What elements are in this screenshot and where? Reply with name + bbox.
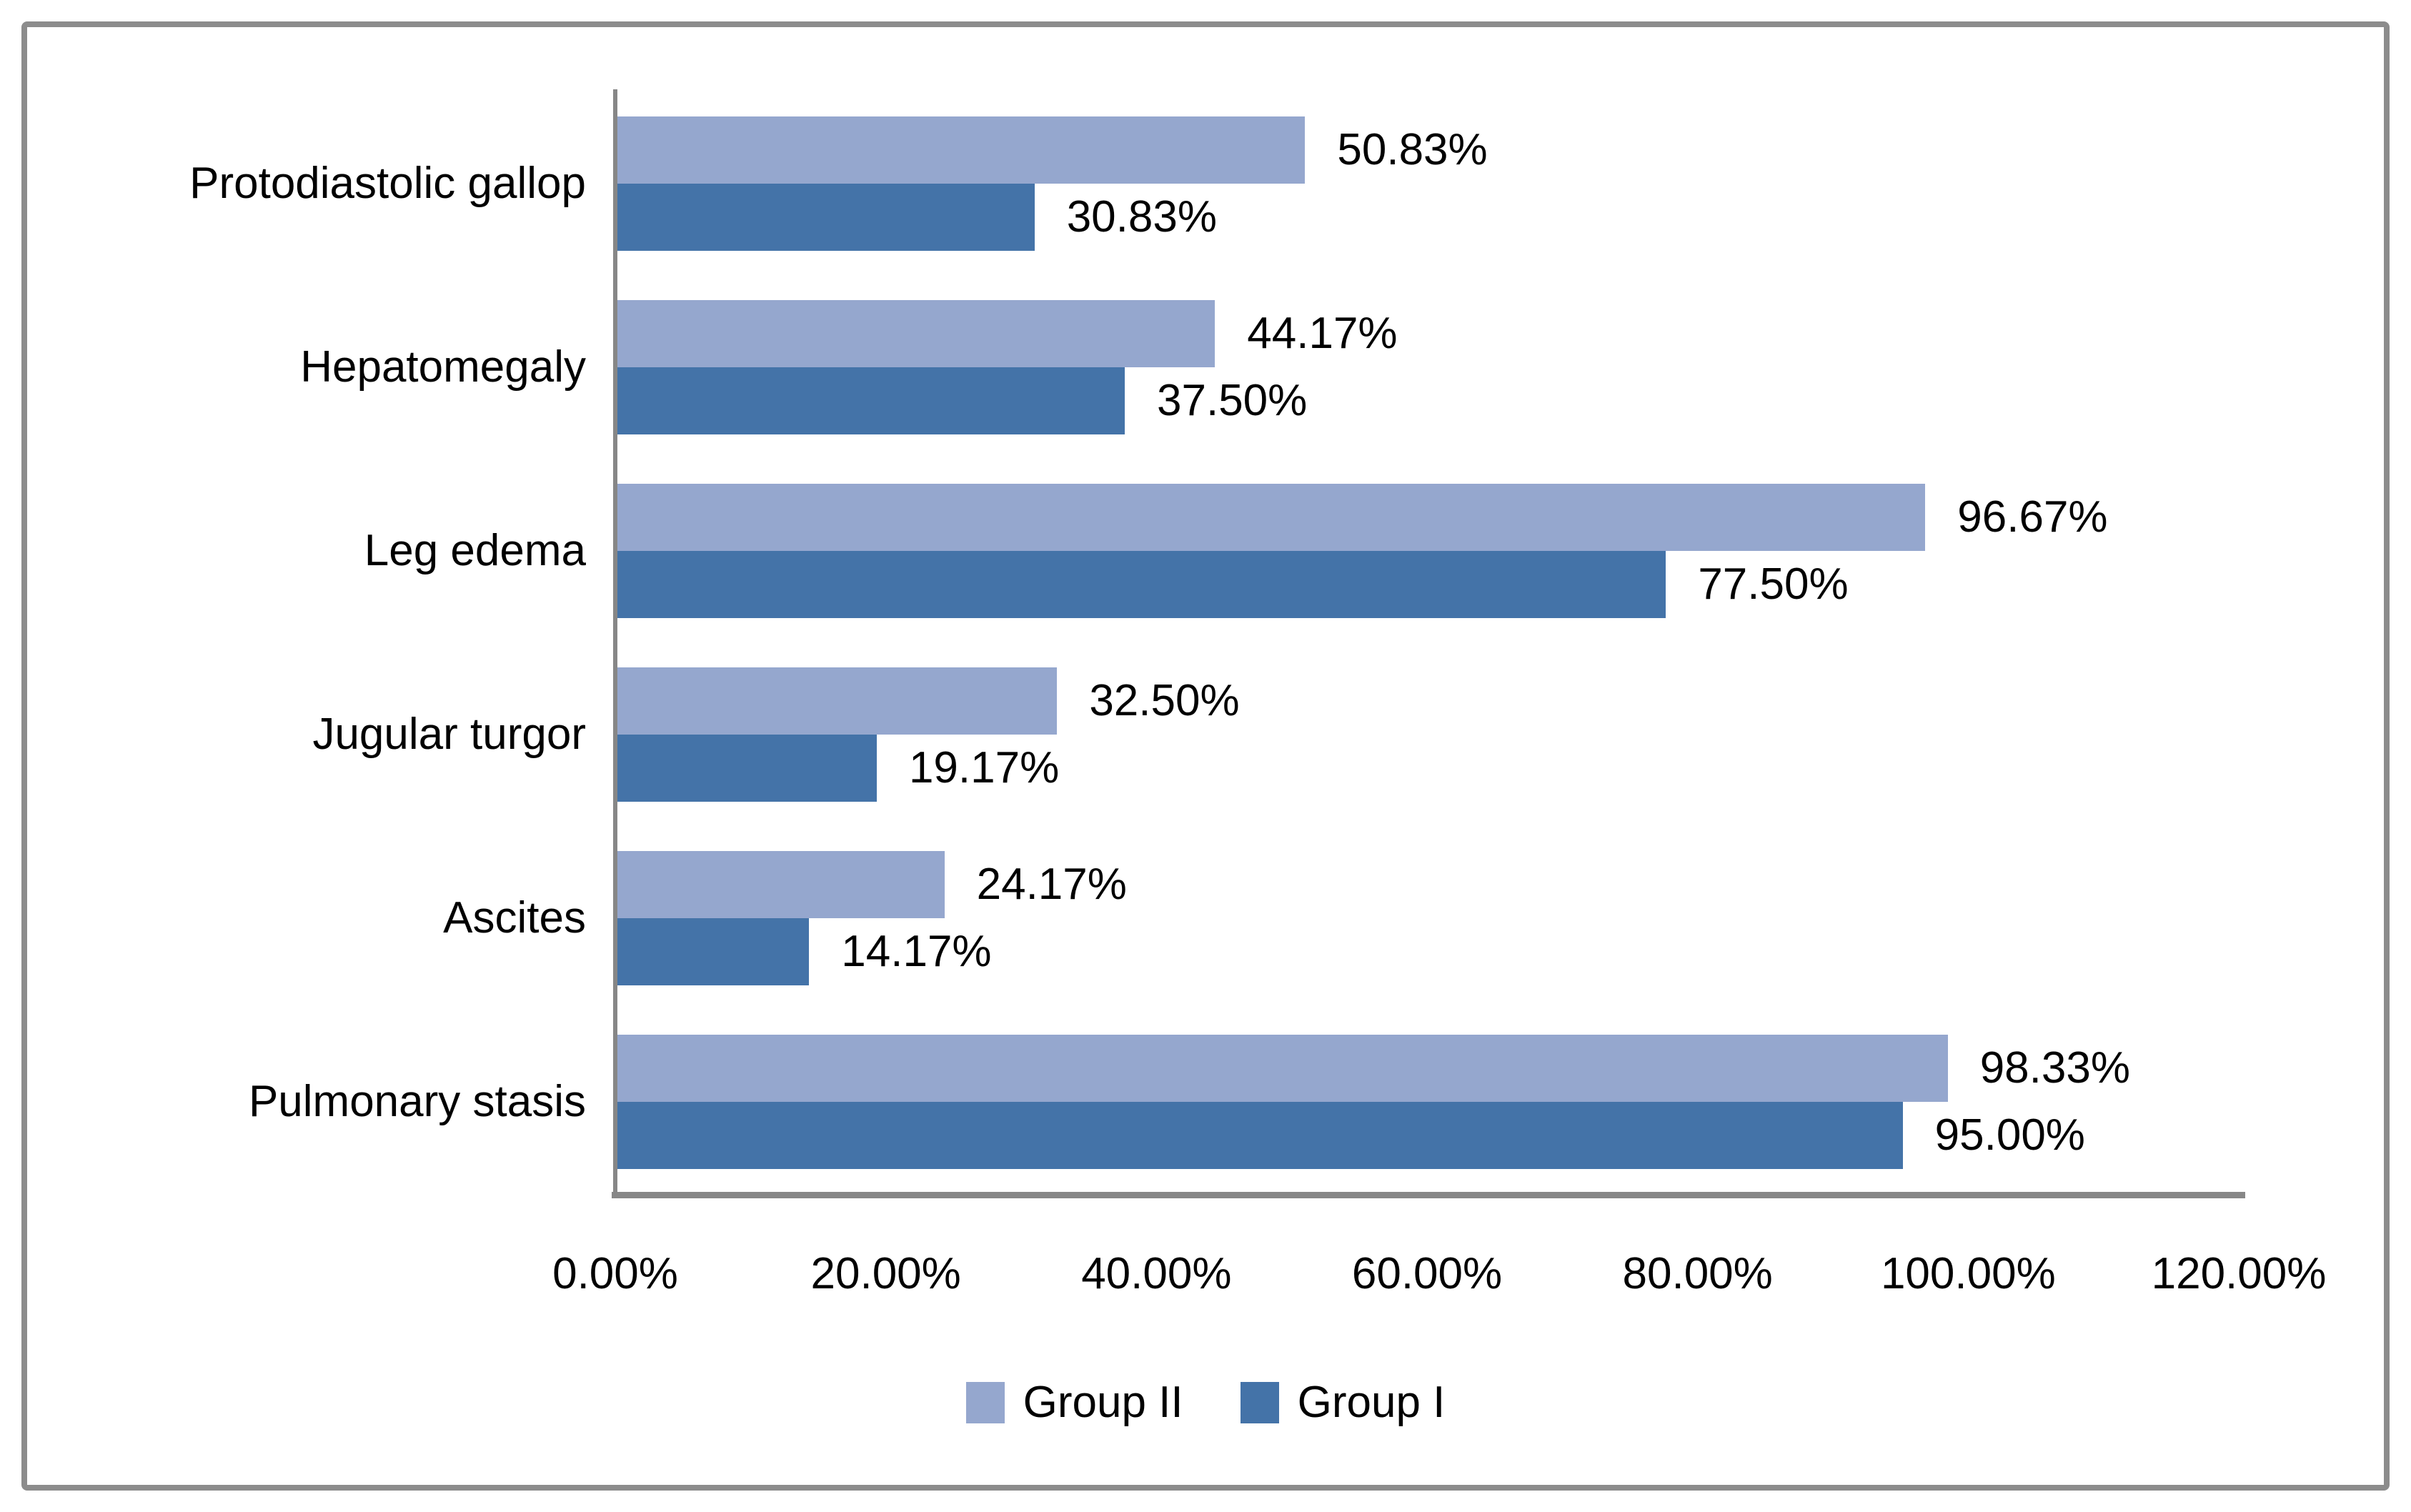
x-axis-tick-label: 120.00% (2151, 1249, 2327, 1298)
x-axis-tick-label: 40.00% (1081, 1249, 1232, 1298)
category-label: Pulmonary stasis (248, 1077, 586, 1127)
category-label: Ascites (443, 893, 586, 943)
legend-swatch-group-ii (965, 1382, 1005, 1423)
bar-group-ii (617, 483, 1926, 551)
data-label: 37.50% (1157, 375, 1308, 425)
bar-group-ii (617, 667, 1058, 735)
data-label: 14.17% (841, 927, 992, 977)
legend-item-group-ii: Group II (965, 1378, 1183, 1427)
chart-outer-frame (21, 21, 2390, 1491)
data-label: 30.83% (1066, 192, 1217, 242)
category-label: Hepatomegaly (300, 342, 586, 392)
data-label: 96.67% (1957, 492, 2108, 542)
bar-group-ii (617, 116, 1306, 184)
category-label: Leg edema (364, 525, 586, 575)
category-label: Protodiastolic gallop (189, 158, 586, 208)
bar-group-i (617, 550, 1666, 618)
data-label: 32.50% (1089, 676, 1240, 726)
bar-group-i (617, 367, 1125, 434)
bar-group-ii (617, 299, 1216, 367)
bar-group-i (617, 183, 1035, 251)
data-label: 50.83% (1337, 124, 1488, 174)
bar-group-ii (617, 851, 945, 919)
data-label: 24.17% (976, 860, 1127, 910)
data-label: 44.17% (1247, 308, 1398, 358)
bar-group-i (617, 735, 877, 802)
bar-group-i (617, 1102, 1903, 1170)
x-axis-tick-label: 0.00% (552, 1249, 678, 1298)
data-label: 77.50% (1698, 559, 1849, 609)
legend-swatch-group-i (1240, 1382, 1279, 1423)
data-label: 98.33% (1979, 1043, 2130, 1093)
bar-group-ii (617, 1035, 1948, 1103)
legend-item-group-i: Group I (1240, 1378, 1446, 1427)
category-label: Jugular turgor (312, 710, 586, 760)
legend-label-group-i: Group I (1297, 1378, 1446, 1427)
legend: Group II Group I (0, 1381, 2411, 1425)
x-axis-line (612, 1192, 2245, 1198)
data-label: 95.00% (1934, 1110, 2085, 1160)
data-label: 19.17% (908, 743, 1060, 793)
legend-label-group-ii: Group II (1023, 1378, 1183, 1427)
x-axis-tick-label: 60.00% (1351, 1249, 1503, 1298)
x-axis-tick-label: 100.00% (1880, 1249, 2056, 1298)
x-axis-tick-label: 20.00% (810, 1249, 961, 1298)
bar-group-i (617, 918, 810, 986)
x-axis-tick-label: 80.00% (1622, 1249, 1773, 1298)
y-axis-line (613, 89, 617, 1195)
